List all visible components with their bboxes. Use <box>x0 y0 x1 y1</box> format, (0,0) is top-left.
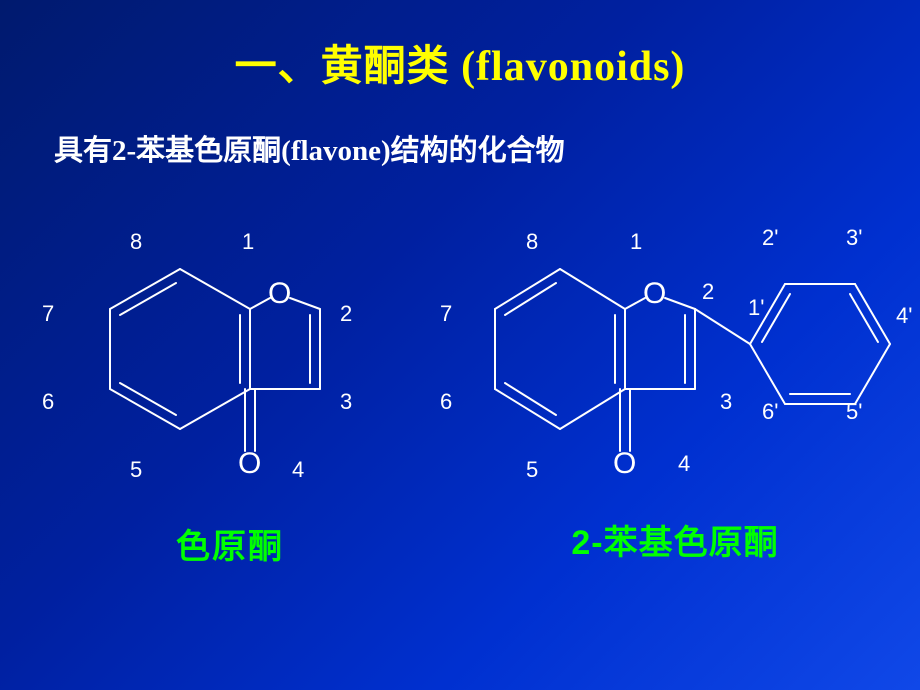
flavone-structure <box>440 229 920 539</box>
flavone-O1: O <box>643 277 666 311</box>
chromone-diagram: 1 2 3 4 5 6 7 8 O O 色原酮 <box>30 209 430 569</box>
slide-subtitle: 具有2-苯基色原酮(flavone)结构的化合物 <box>0 93 920 169</box>
chromone-caption: 色原酮 <box>30 519 430 568</box>
flavone-pos-1p: 1' <box>748 295 764 321</box>
flavone-pos-5p: 5' <box>846 399 862 425</box>
flavone-pos-7: 7 <box>440 301 452 327</box>
flavone-pos-2: 2 <box>702 279 714 305</box>
chromone-structure <box>50 229 390 539</box>
chromone-pos-8: 8 <box>130 229 142 255</box>
flavone-pos-3: 3 <box>720 389 732 415</box>
flavone-pos-4: 4 <box>678 451 690 477</box>
flavone-pos-2p: 2' <box>762 225 778 251</box>
chromone-O1: O <box>268 277 291 311</box>
chromone-pos-2: 2 <box>340 301 352 327</box>
flavone-pos-5: 5 <box>526 457 538 483</box>
flavone-pos-3p: 3' <box>846 225 862 251</box>
chromone-pos-5: 5 <box>130 457 142 483</box>
flavone-pos-6p: 6' <box>762 399 778 425</box>
chromone-pos-4: 4 <box>292 457 304 483</box>
flavone-diagram: 1 2 3 4 5 6 7 8 1' 2' 3' 4' 5' 6' O O 2-… <box>430 209 920 569</box>
chromone-pos-7: 7 <box>42 301 54 327</box>
flavone-pos-4p: 4' <box>896 303 912 329</box>
flavone-caption: 2-苯基色原酮 <box>430 515 920 564</box>
chromone-pos-3: 3 <box>340 389 352 415</box>
chromone-O4: O <box>238 447 261 481</box>
chromone-pos-1: 1 <box>242 229 254 255</box>
slide-title: 一、黄酮类 (flavonoids) <box>0 0 920 93</box>
flavone-O4: O <box>613 447 636 481</box>
chromone-pos-6: 6 <box>42 389 54 415</box>
flavone-pos-6: 6 <box>440 389 452 415</box>
diagram-row: 1 2 3 4 5 6 7 8 O O 色原酮 1 2 3 4 5 6 7 8 … <box>0 209 920 569</box>
flavone-pos-8: 8 <box>526 229 538 255</box>
flavone-pos-1: 1 <box>630 229 642 255</box>
